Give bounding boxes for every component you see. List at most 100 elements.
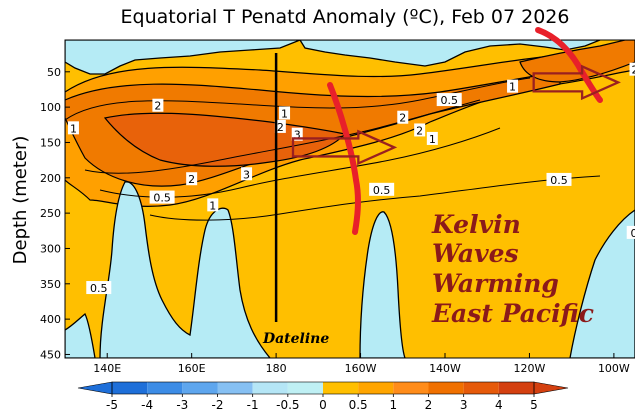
y-axis: 50 100 150 200 250 300 350 400 450 (40, 66, 70, 361)
contour-label-bg-2 (629, 62, 635, 76)
y-tick-label-6: 350 (40, 278, 61, 291)
contour-label-16: 0.5 (550, 174, 568, 187)
contour-label-bg-16 (546, 172, 572, 186)
kelvin-annotation: Kelvin Waves Warming East Pacific (431, 210, 594, 328)
contour-label-6: 2 (399, 112, 406, 125)
y-tick-label-1: 100 (40, 101, 61, 114)
contour-label-bg-12 (241, 167, 253, 181)
plot-frame (64, 39, 635, 359)
colorbar-label-5: -0.5 (276, 398, 299, 412)
contour-label-2: 2 (632, 64, 635, 77)
x-tick-label-4: 140W (429, 362, 461, 375)
colorbar-swatch-11 (498, 382, 534, 394)
contour-label-1: 1 (509, 81, 516, 94)
colorbar-swatch-7 (358, 382, 394, 394)
contour-label-17: 0.5 (630, 227, 635, 240)
contour-label-12: 3 (243, 168, 250, 181)
x-tick-label-2: 180 (266, 362, 287, 375)
colorbar-swatch-1 (147, 382, 183, 394)
colorbar-label-1: -4 (141, 398, 153, 412)
cold-intrusion-3 (359, 211, 406, 358)
colorbar-swatch-9 (428, 382, 464, 394)
contour-label-bg-1 (507, 79, 519, 93)
colorbar-swatch-4 (252, 382, 288, 394)
contour-label-11: 2 (188, 173, 195, 186)
colorbar-label-11: 4 (495, 398, 503, 412)
cold-region-top (65, 40, 601, 75)
colorbar-swatch-6 (323, 382, 359, 394)
contour-label-4: 1 (70, 122, 77, 135)
propagation-arrow-west (291, 129, 398, 166)
colorbar-swatch-0 (112, 382, 148, 394)
contour-label-bg-8 (291, 127, 303, 141)
y-axis-label: Depth (meter) (10, 136, 31, 265)
contour-label-3: 2 (154, 100, 161, 113)
colorbar-label-6: 0 (319, 398, 327, 412)
dateline-label: Dateline (262, 331, 329, 347)
contour-label-7: 2 (416, 124, 423, 137)
y-tick-label-7: 400 (40, 313, 61, 326)
x-tick-label-6: 100W (598, 362, 630, 375)
kelvin-wave-curve-west (327, 82, 361, 235)
colorbar-swatch-5 (287, 382, 323, 394)
contour-label-9: 1 (429, 133, 436, 146)
propagation-arrow-east (532, 64, 621, 101)
cold-intrusion-4 (569, 209, 635, 358)
x-tick-label-0: 140E (93, 362, 121, 375)
colorbar-swatch-2 (182, 382, 218, 394)
contour-label-bg-18 (86, 281, 112, 295)
y-tick-label-2: 150 (40, 136, 61, 149)
contour-labels: 0.51221122312230.510.50.50.50.5 (67, 62, 635, 295)
colorbar-max-arrow (533, 381, 569, 395)
contour-label-bg-10 (274, 119, 286, 133)
x-axis: 140E 160E 180 160W 140W 120W 100W (93, 353, 630, 375)
colorbar-label-8: 1 (390, 398, 398, 412)
colorbar-label-12: 5 (530, 398, 538, 412)
y-tick-label-5: 300 (40, 242, 61, 255)
y-tick-label-4: 250 (40, 207, 61, 220)
y-tick-label-8: 450 (40, 348, 61, 361)
contour-label-bg-4 (67, 121, 79, 135)
contour-label-bg-7 (414, 123, 426, 137)
contour-label-bg-13 (149, 190, 175, 204)
colorbar-label-0: -5 (106, 398, 118, 412)
colorbar: -5 -4 -3 -2 -1 -0.5 0 0.5 1 2 3 4 5 (77, 381, 569, 412)
colorbar-swatch-3 (217, 382, 253, 394)
colorbar-label-10: 3 (460, 398, 468, 412)
colorbar-swatch-8 (393, 382, 429, 394)
contour-label-14: 1 (209, 199, 216, 212)
contour-label-8: 3 (294, 129, 301, 142)
contour-label-bg-5 (279, 106, 291, 120)
colorbar-min-arrow (77, 381, 113, 395)
contour-label-bg-0 (436, 93, 462, 107)
colorbar-label-9: 2 (425, 398, 433, 412)
annotation-line-3: Warming (432, 269, 559, 298)
contour-label-bg-15 (369, 182, 395, 196)
colorbar-swatch-10 (463, 382, 499, 394)
annotation-line-2: Waves (432, 239, 519, 268)
x-tick-label-3: 160W (345, 362, 377, 375)
contour-label-18: 0.5 (90, 282, 108, 295)
colorbar-label-7: 0.5 (349, 398, 368, 412)
contour-label-bg-11 (186, 172, 198, 186)
x-tick-label-5: 120W (514, 362, 546, 375)
contour-label-bg-6 (397, 110, 409, 124)
colorbar-label-4: -1 (247, 398, 259, 412)
y-tick-label-3: 200 (40, 172, 61, 185)
colorbar-label-3: -2 (212, 398, 224, 412)
contour-label-13: 0.5 (153, 192, 171, 205)
contour-label-10: 2 (277, 121, 284, 134)
y-tick-label-0: 50 (47, 66, 61, 79)
cold-intrusion-1 (99, 181, 271, 358)
colorbar-label-2: -3 (176, 398, 188, 412)
contour-label-bg-9 (426, 131, 438, 145)
contour-label-15: 0.5 (373, 184, 391, 197)
annotation-line-1: Kelvin (431, 210, 521, 239)
cold-intrusion-2 (65, 312, 96, 358)
x-tick-label-1: 160E (178, 362, 206, 375)
contour-label-bg-14 (207, 198, 219, 212)
contour-label-0: 0.5 (440, 94, 458, 107)
annotation-line-4: East Pacific (431, 299, 594, 328)
contour-label-bg-17 (626, 225, 635, 239)
